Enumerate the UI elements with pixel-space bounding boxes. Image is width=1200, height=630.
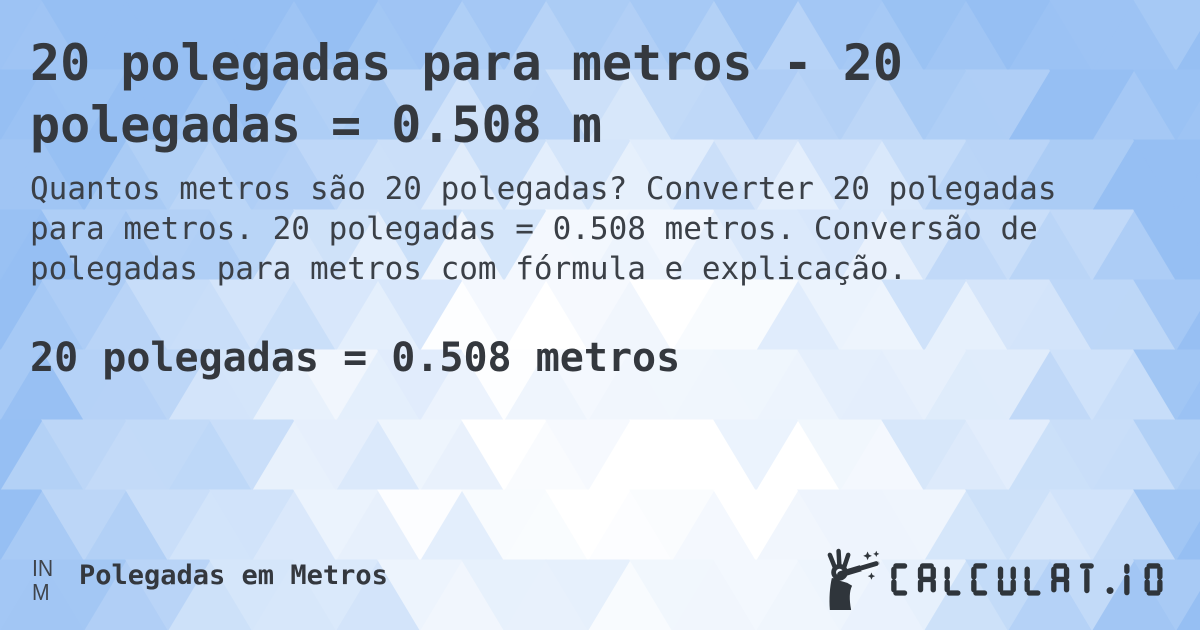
- footer-left: IN M Polegadas em Metros: [32, 556, 388, 604]
- description-line-2: para metros. 20 polegadas = 0.508 metros…: [30, 211, 1038, 247]
- unit-badge-from: IN: [32, 555, 54, 581]
- calculatio-logo: [826, 548, 1173, 612]
- wand-core: [837, 561, 879, 577]
- title-line-2: polegadas = 0.508 m: [30, 96, 602, 154]
- magic-wand-hand-icon: [827, 548, 880, 610]
- description-line-3: polegadas para metros com fórmula e expl…: [30, 251, 908, 287]
- footer: IN M Polegadas em Metros: [32, 546, 1173, 614]
- description-line-1: Quantos metros são 20 polegadas? Convert…: [30, 171, 1057, 207]
- brand-wordmark: [891, 562, 1163, 596]
- sparkle-stars: [863, 550, 880, 580]
- description-text: Quantos metros são 20 polegadas? Convert…: [30, 169, 1170, 289]
- unit-badge-in-m: IN M: [32, 556, 53, 604]
- unit-badge-to: M: [32, 579, 50, 605]
- page-title: 20 polegadas para metros - 20 polegadas …: [30, 0, 1170, 156]
- converter-name-label: Polegadas em Metros: [79, 559, 388, 591]
- conversion-result: 20 polegadas = 0.508 metros: [30, 335, 681, 381]
- title-line-1: 20 polegadas para metros - 20: [30, 34, 903, 92]
- palm: [829, 578, 853, 610]
